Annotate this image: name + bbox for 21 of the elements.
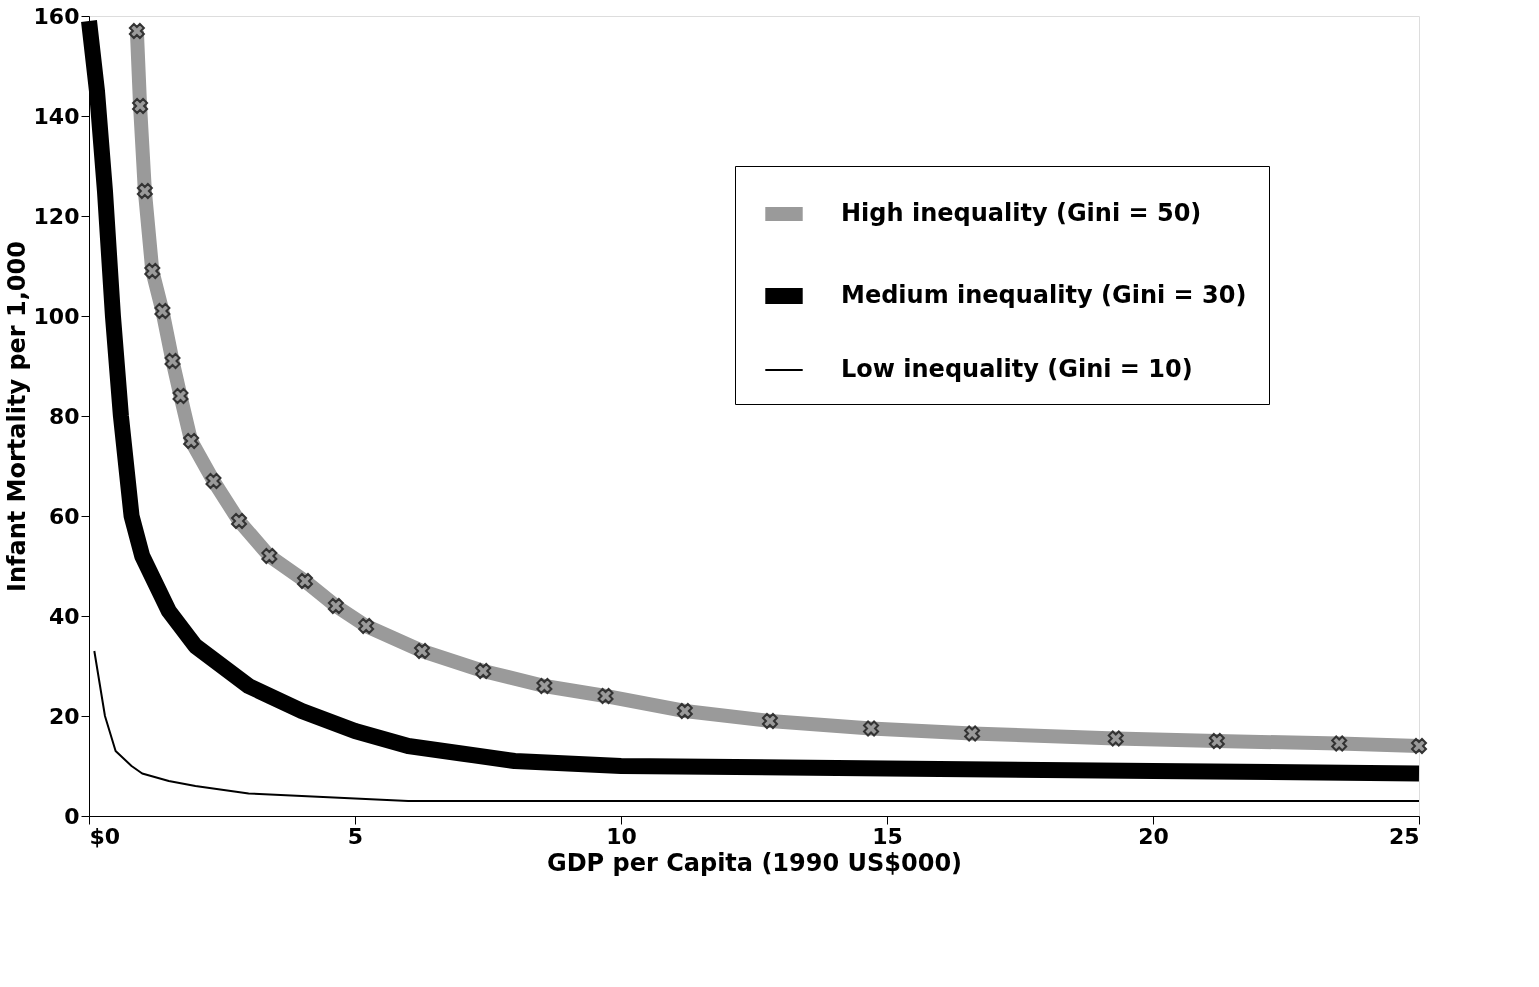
x-tick-label: 5 [347,823,364,849]
y-tick-label: 80 [48,403,80,429]
y-tick-label: 120 [33,203,80,229]
y-tick-label: 20 [48,703,80,729]
x-tick-label: $0 [89,823,121,849]
x-tick-label: 10 [606,823,637,849]
x-tick-label: 25 [1388,823,1420,849]
line-series [93,650,1420,802]
y-tick-label: 60 [48,503,80,529]
y-tick-label: 160 [33,3,80,29]
y-tick-label: 100 [33,303,80,329]
legend-label: High inequality (Gini = 50) [841,199,1202,227]
legend-label: Low inequality (Gini = 10) [841,355,1193,383]
y-axis-title: Infant Mortality per 1,000 [2,241,31,592]
x-axis-title: GDP per Capita (1990 US$000) [546,848,963,877]
y-tick-label: 40 [48,603,80,629]
legend-label: Medium inequality (Gini = 30) [841,281,1247,309]
y-tick-label: 0 [64,803,80,829]
x-tick-label: 20 [1138,823,1169,849]
y-tick-label: 140 [33,103,80,129]
x-tick-label: 15 [872,823,903,849]
